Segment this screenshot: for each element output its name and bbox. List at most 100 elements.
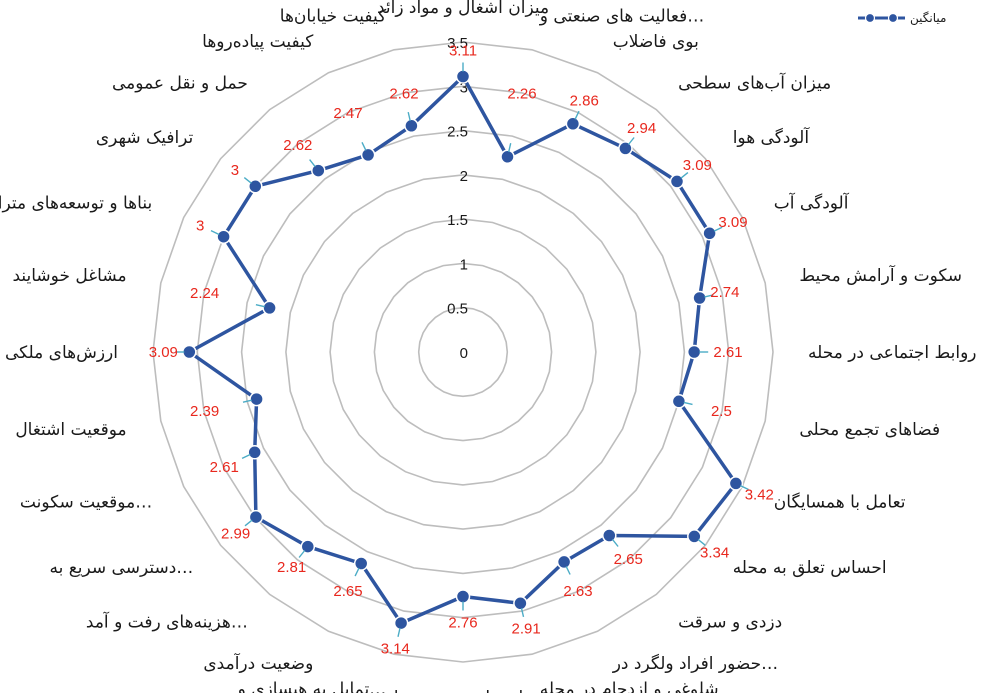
series-point	[565, 116, 581, 132]
radial-tick-label: 2.5	[447, 124, 468, 141]
value-leader-line	[210, 229, 220, 236]
legend: میانگین	[858, 11, 946, 26]
radial-tick-label: 3	[460, 79, 468, 96]
series-point	[602, 528, 617, 543]
series-point	[393, 615, 409, 631]
value-label: 2.47	[333, 105, 362, 122]
series-point	[686, 344, 702, 360]
value-label: 2.5	[711, 403, 732, 420]
category-label: موقعیت اشتغال	[15, 420, 126, 440]
value-label: 3.42	[745, 487, 774, 504]
value-leader-line	[611, 538, 619, 547]
series-point	[353, 556, 369, 571]
radial-tick-label: 0.5	[447, 301, 468, 318]
series-point	[248, 509, 264, 525]
series-point	[404, 118, 419, 134]
category-label: کیفیت پیاده‌روها	[202, 32, 314, 52]
radial-tick-label: 0	[460, 345, 468, 362]
category-label: تمایل به هبسازی و…	[237, 679, 387, 693]
series-point	[618, 141, 633, 156]
radial-tick-labels: 0 0.5 1 1.5 2 2.5 3 3.5	[447, 35, 468, 362]
category-label: شلوغی و ازدحام در محله	[540, 679, 719, 693]
value-label: 2.62	[389, 86, 418, 103]
series-point	[455, 589, 471, 604]
value-leader-line	[683, 401, 693, 406]
category-label: بناها و توسعه‌های متراکم	[0, 193, 152, 213]
series-point	[728, 476, 744, 491]
radial-tick-label: 1	[460, 256, 468, 273]
value-leader-line	[574, 110, 580, 120]
category-label: دزدی و سرقت	[678, 613, 782, 633]
value-label: 2.99	[221, 525, 250, 542]
category-label: وضعیت درآمدی	[203, 652, 313, 674]
value-label: 2.65	[333, 583, 362, 600]
series-point	[216, 229, 231, 244]
value-label: 2.91	[511, 621, 540, 638]
series-point	[311, 163, 326, 178]
radial-tick-label: 3.5	[447, 35, 468, 52]
series-point	[247, 445, 262, 460]
legend-series-name: میانگین	[910, 11, 946, 26]
category-label: آلودگی آب	[774, 191, 850, 213]
series-point	[513, 596, 528, 611]
value-label: 3.34	[700, 545, 729, 562]
grid-ring	[373, 262, 553, 442]
grid-ring	[152, 41, 774, 663]
value-leader-line	[242, 399, 252, 403]
series-point	[182, 344, 197, 360]
category-label: فضاهای تجمع محلی	[799, 420, 940, 440]
category-label: سکوت و آرامش محیط	[799, 264, 962, 286]
value-label: 2.26	[507, 86, 536, 103]
grid-ring	[417, 306, 509, 398]
category-label: تعامل با همسایگان	[774, 492, 906, 513]
radial-tick-label: 2	[460, 168, 468, 185]
value-leader-line	[627, 137, 635, 145]
value-label: 3.09	[718, 214, 747, 231]
series-point	[671, 394, 687, 409]
value-leader-line	[508, 143, 512, 153]
value-leader-line	[713, 226, 723, 232]
value-leader-line	[361, 141, 367, 151]
series-point	[455, 69, 471, 84]
value-leader-line	[704, 294, 714, 298]
value-leader-line	[255, 304, 265, 308]
category-label: میزان آب‌های سطحی	[678, 71, 831, 93]
value-label: 3	[231, 162, 239, 179]
value-leader-line	[243, 177, 252, 184]
category-label: حضور افراد ولگرد در…	[612, 653, 778, 674]
value-label: 2.39	[190, 403, 219, 420]
series-point	[249, 391, 264, 407]
category-label: هزینه‌های رفت و آمد…	[86, 611, 248, 633]
category-label: میزان آشغال و مواد زائد	[377, 0, 549, 18]
value-label: 3.09	[149, 344, 178, 361]
series-point	[556, 554, 572, 570]
category-label: احساس تعلق به محله	[733, 558, 887, 578]
value-label: 2.65	[614, 551, 643, 568]
value-leader-line	[354, 567, 360, 577]
series-point	[360, 147, 376, 163]
category-label: روابط اجتماعی در محله	[808, 343, 977, 363]
value-leader-line	[680, 172, 689, 179]
category-label: مشاغل خوشایند	[12, 266, 126, 286]
radial-tick-label: 1.5	[447, 212, 468, 229]
value-label: 2.63	[563, 583, 592, 600]
value-label: 3.09	[683, 157, 712, 174]
grid-ring	[285, 174, 641, 530]
value-label: 2.76	[448, 615, 477, 632]
category-label: ارزش‌های ملکی	[5, 343, 118, 363]
value-leader-line	[520, 608, 525, 618]
value-label: 2.94	[627, 120, 656, 137]
value-leader-line	[397, 627, 401, 637]
value-label: 2.74	[710, 284, 739, 301]
category-label: کیفیت خیابان‌ها	[280, 7, 387, 27]
series-point	[248, 179, 263, 194]
category-label: موقعیت سکونت…	[20, 493, 152, 513]
category-label: بوی فاضلاب	[613, 32, 699, 52]
category-label: دسترسی سریع به…	[50, 558, 194, 578]
value-leader-line	[298, 550, 306, 558]
radar-grid	[152, 41, 774, 663]
series-point	[687, 529, 702, 544]
series-point	[262, 300, 277, 316]
